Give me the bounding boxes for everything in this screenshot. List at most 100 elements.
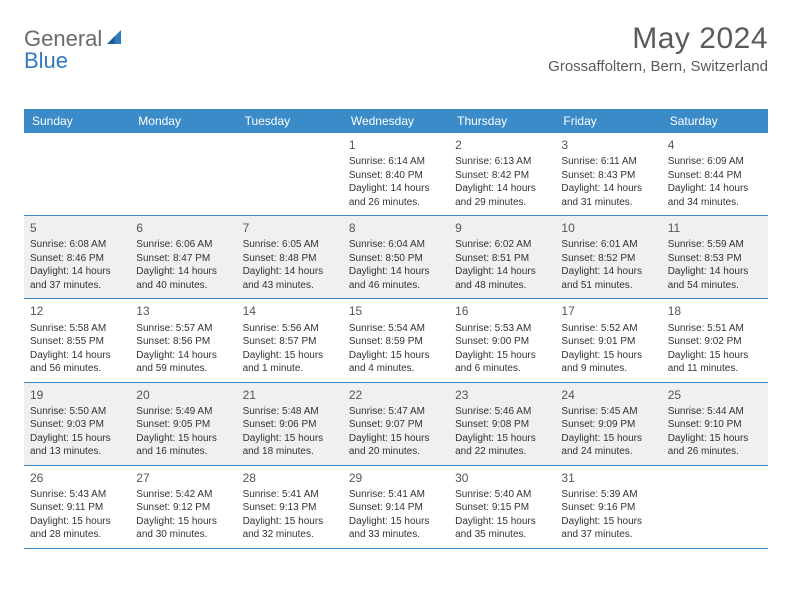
day-daylight1: Daylight: 15 hours <box>136 515 230 529</box>
day-sunrise: Sunrise: 5:47 AM <box>349 405 443 419</box>
day-daylight2: and 35 minutes. <box>455 528 549 542</box>
day-daylight1: Daylight: 15 hours <box>349 515 443 529</box>
day-daylight1: Daylight: 15 hours <box>30 432 124 446</box>
day-daylight2: and 30 minutes. <box>136 528 230 542</box>
day-daylight1: Daylight: 14 hours <box>136 349 230 363</box>
month-title: May 2024 <box>548 22 768 56</box>
day-sunrise: Sunrise: 5:43 AM <box>30 488 124 502</box>
day-sunrise: Sunrise: 5:41 AM <box>243 488 337 502</box>
day-cell <box>24 133 130 215</box>
day-cell: 30 Sunrise: 5:40 AMSunset: 9:15 PMDayligh… <box>449 466 555 548</box>
day-sunset: Sunset: 9:02 PM <box>668 335 762 349</box>
weekday-header: Thursday <box>449 109 555 133</box>
day-sunrise: Sunrise: 5:53 AM <box>455 322 549 336</box>
day-daylight2: and 43 minutes. <box>243 279 337 293</box>
day-sunset: Sunset: 8:43 PM <box>561 169 655 183</box>
day-sunset: Sunset: 9:15 PM <box>455 501 549 515</box>
day-number: 10 <box>561 220 655 236</box>
day-daylight1: Daylight: 15 hours <box>668 349 762 363</box>
day-daylight2: and 29 minutes. <box>455 196 549 210</box>
day-sunset: Sunset: 9:10 PM <box>668 418 762 432</box>
day-number: 29 <box>349 470 443 486</box>
day-sunrise: Sunrise: 5:59 AM <box>668 238 762 252</box>
day-number: 8 <box>349 220 443 236</box>
day-sunrise: Sunrise: 6:13 AM <box>455 155 549 169</box>
day-daylight1: Daylight: 15 hours <box>561 515 655 529</box>
day-sunset: Sunset: 8:47 PM <box>136 252 230 266</box>
day-cell: 14Sunrise: 5:56 AMSunset: 8:57 PMDayligh… <box>237 299 343 381</box>
day-daylight1: Daylight: 14 hours <box>30 349 124 363</box>
day-daylight1: Daylight: 15 hours <box>349 432 443 446</box>
day-number: 7 <box>243 220 337 236</box>
calendar-page: General May 2024 Grossaffoltern, Bern, S… <box>0 0 792 571</box>
day-cell: 20Sunrise: 5:49 AMSunset: 9:05 PMDayligh… <box>130 383 236 465</box>
day-daylight1: Daylight: 15 hours <box>243 432 337 446</box>
day-number: 23 <box>455 387 549 403</box>
day-daylight2: and 48 minutes. <box>455 279 549 293</box>
day-sunrise: Sunrise: 6:04 AM <box>349 238 443 252</box>
day-sunrise: Sunrise: 6:06 AM <box>136 238 230 252</box>
day-number: 14 <box>243 303 337 319</box>
day-number: 11 <box>668 220 762 236</box>
week-row: 5Sunrise: 6:08 AMSunset: 8:46 PMDaylight… <box>24 216 768 299</box>
day-daylight1: Daylight: 15 hours <box>455 349 549 363</box>
day-cell: 5Sunrise: 6:08 AMSunset: 8:46 PMDaylight… <box>24 216 130 298</box>
day-sunset: Sunset: 9:08 PM <box>455 418 549 432</box>
day-sunrise: Sunrise: 5:51 AM <box>668 322 762 336</box>
day-cell: 17Sunrise: 5:52 AMSunset: 9:01 PMDayligh… <box>555 299 661 381</box>
day-daylight2: and 34 minutes. <box>668 196 762 210</box>
day-sunrise: Sunrise: 6:01 AM <box>561 238 655 252</box>
week-row: 26Sunrise: 5:43 AMSunset: 9:11 PMDayligh… <box>24 466 768 549</box>
day-daylight2: and 32 minutes. <box>243 528 337 542</box>
day-sunset: Sunset: 9:01 PM <box>561 335 655 349</box>
day-sunset: Sunset: 8:46 PM <box>30 252 124 266</box>
day-sunset: Sunset: 9:05 PM <box>136 418 230 432</box>
day-number: 31 <box>561 470 655 486</box>
day-daylight1: Daylight: 14 hours <box>561 182 655 196</box>
day-sunrise: Sunrise: 6:02 AM <box>455 238 549 252</box>
day-sunrise: Sunrise: 5:42 AM <box>136 488 230 502</box>
day-cell: 7Sunrise: 6:05 AMSunset: 8:48 PMDaylight… <box>237 216 343 298</box>
week-row: 12Sunrise: 5:58 AMSunset: 8:55 PMDayligh… <box>24 299 768 382</box>
day-daylight1: Daylight: 14 hours <box>668 265 762 279</box>
day-sunrise: Sunrise: 5:40 AM <box>455 488 549 502</box>
day-cell: 24Sunrise: 5:45 AMSunset: 9:09 PMDayligh… <box>555 383 661 465</box>
day-number: 25 <box>668 387 762 403</box>
title-block: May 2024 Grossaffoltern, Bern, Switzerla… <box>548 22 768 75</box>
day-sunrise: Sunrise: 5:39 AM <box>561 488 655 502</box>
logo-text-blue: Blue <box>24 48 68 73</box>
day-sunrise: Sunrise: 5:46 AM <box>455 405 549 419</box>
header: General May 2024 Grossaffoltern, Bern, S… <box>24 22 768 75</box>
day-number: 16 <box>455 303 549 319</box>
day-sunset: Sunset: 8:40 PM <box>349 169 443 183</box>
day-number: 30 <box>455 470 549 486</box>
day-daylight1: Daylight: 14 hours <box>561 265 655 279</box>
week-row: 1Sunrise: 6:14 AMSunset: 8:40 PMDaylight… <box>24 133 768 216</box>
week-row: 19Sunrise: 5:50 AMSunset: 9:03 PMDayligh… <box>24 383 768 466</box>
day-sunset: Sunset: 9:11 PM <box>30 501 124 515</box>
day-daylight2: and 54 minutes. <box>668 279 762 293</box>
day-daylight1: Daylight: 15 hours <box>349 349 443 363</box>
day-daylight2: and 37 minutes. <box>30 279 124 293</box>
day-daylight1: Daylight: 15 hours <box>455 432 549 446</box>
day-daylight1: Daylight: 15 hours <box>455 515 549 529</box>
day-sunrise: Sunrise: 5:49 AM <box>136 405 230 419</box>
day-cell: 28Sunrise: 5:41 AMSunset: 9:13 PMDayligh… <box>237 466 343 548</box>
day-sunset: Sunset: 8:56 PM <box>136 335 230 349</box>
day-number: 15 <box>349 303 443 319</box>
day-cell: 22Sunrise: 5:47 AMSunset: 9:07 PMDayligh… <box>343 383 449 465</box>
day-sunset: Sunset: 9:03 PM <box>30 418 124 432</box>
day-daylight1: Daylight: 14 hours <box>349 182 443 196</box>
day-sunset: Sunset: 9:13 PM <box>243 501 337 515</box>
day-daylight2: and 9 minutes. <box>561 362 655 376</box>
day-daylight2: and 24 minutes. <box>561 445 655 459</box>
day-daylight2: and 6 minutes. <box>455 362 549 376</box>
day-daylight2: and 18 minutes. <box>243 445 337 459</box>
day-cell: 29Sunrise: 5:41 AMSunset: 9:14 PMDayligh… <box>343 466 449 548</box>
day-number: 9 <box>455 220 549 236</box>
day-sunset: Sunset: 8:48 PM <box>243 252 337 266</box>
day-daylight2: and 59 minutes. <box>136 362 230 376</box>
day-sunset: Sunset: 9:14 PM <box>349 501 443 515</box>
day-daylight1: Daylight: 14 hours <box>349 265 443 279</box>
day-sunrise: Sunrise: 5:50 AM <box>30 405 124 419</box>
